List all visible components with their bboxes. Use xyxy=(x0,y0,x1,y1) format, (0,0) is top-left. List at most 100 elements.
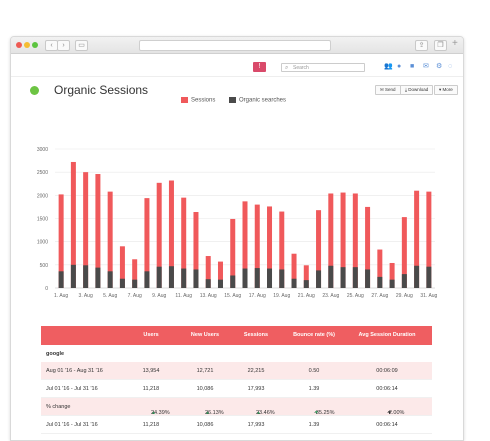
table-row: Aug 01 '16 - Aug 31 '16 13,954 12,721 22… xyxy=(41,362,432,380)
y-tick-label: 2000 xyxy=(37,193,48,199)
close-window-button[interactable] xyxy=(16,42,22,48)
bar-sessions xyxy=(156,182,162,288)
settings-icon[interactable]: ⚙ xyxy=(436,63,443,70)
down-arrow-icon: ▼ xyxy=(387,410,392,416)
tabs-icon[interactable]: ❐ xyxy=(434,40,447,51)
bar-sessions xyxy=(83,172,89,288)
bar-organic xyxy=(414,265,420,288)
stats-table: Users New Users Sessions Bounce rate (%)… xyxy=(41,326,432,434)
bar-sessions xyxy=(95,174,101,288)
bar-organic xyxy=(267,268,273,288)
mail-icon[interactable]: ✉ xyxy=(423,63,429,70)
minimize-window-button[interactable] xyxy=(24,42,30,48)
search-placeholder: Search xyxy=(293,65,309,71)
bar-organic xyxy=(389,279,395,288)
group-row: google xyxy=(41,345,432,362)
bar-sessions xyxy=(316,210,322,288)
bar-sessions xyxy=(401,217,407,288)
bar-organic xyxy=(205,279,211,288)
cell: 00:06:14 xyxy=(376,422,398,428)
cell: 0.50 xyxy=(308,368,320,374)
group-label: google xyxy=(46,351,65,357)
bar-sessions xyxy=(193,212,199,288)
x-tick-label: 17. Aug xyxy=(249,293,266,299)
search-icon: ⌕ xyxy=(285,65,289,71)
y-tick-label: 0 xyxy=(45,286,48,292)
cell: 1.39 xyxy=(308,422,320,428)
more-label: More xyxy=(442,87,453,92)
cell: 17,993 xyxy=(247,422,265,428)
x-tick-label: 25. Aug xyxy=(347,293,364,299)
row-label: % change xyxy=(46,404,71,410)
sidebar-icon[interactable]: ▭ xyxy=(75,40,88,51)
cell: 17,993 xyxy=(247,386,265,392)
bar-organic xyxy=(193,269,199,288)
users-icon[interactable]: 👥 xyxy=(384,63,393,70)
maximize-window-button[interactable] xyxy=(32,42,38,48)
legend-label: Sessions xyxy=(191,97,216,104)
help-icon[interactable]: ◌ xyxy=(448,63,453,70)
bar-organic xyxy=(156,266,162,288)
download-button[interactable]: ⤓ Download xyxy=(400,85,434,95)
share-icon[interactable]: ⇪ xyxy=(415,40,428,51)
down-arrow-icon: ▼ xyxy=(314,410,319,416)
cell-value: 24.39% xyxy=(151,410,170,416)
bar-sessions xyxy=(230,218,236,288)
table-row: Jul 01 '16 - Jul 31 '16 11,218 10,086 17… xyxy=(41,380,432,398)
column-header[interactable]: Avg Session Duration xyxy=(358,332,416,338)
page-title: Organic Sessions xyxy=(54,83,149,97)
bar-organic xyxy=(242,268,248,288)
x-tick-label: 3. Aug xyxy=(79,293,93,299)
cell: 10,086 xyxy=(196,422,214,428)
more-button[interactable]: ▾ More xyxy=(434,85,458,95)
column-header[interactable]: Sessions xyxy=(243,332,269,338)
user-icon[interactable]: ● xyxy=(397,63,402,70)
cell-value: 23.46% xyxy=(256,410,275,416)
x-tick-label: 21. Aug xyxy=(298,293,315,299)
bar-sessions xyxy=(70,161,76,288)
bar-sessions xyxy=(217,261,223,288)
up-arrow-icon: ▲ xyxy=(205,410,210,416)
x-tick-label: 23. Aug xyxy=(322,293,339,299)
bar-organic xyxy=(58,271,64,288)
legend-organic[interactable]: Organic searches xyxy=(229,97,286,105)
bar-sessions xyxy=(377,249,383,288)
bar-organic xyxy=(254,268,260,288)
column-header[interactable]: Users xyxy=(143,332,159,338)
bar-sessions xyxy=(340,192,346,288)
bar-organic xyxy=(401,274,407,288)
download-label: Download xyxy=(408,87,429,92)
bar-sessions xyxy=(352,193,358,288)
x-tick-label: 11. Aug xyxy=(175,293,192,299)
bar-organic xyxy=(181,268,187,288)
bar-organic xyxy=(328,265,334,288)
bar-organic xyxy=(426,266,432,288)
cell-value: -35.25% xyxy=(314,410,335,416)
legend-sessions[interactable]: Sessions xyxy=(181,97,215,105)
bar-sessions xyxy=(107,191,113,288)
address-bar[interactable] xyxy=(139,40,331,51)
bar-sessions xyxy=(58,194,64,288)
bar-organic xyxy=(303,280,309,288)
column-header[interactable]: New Users xyxy=(190,332,220,338)
cell: 13,954 xyxy=(142,368,160,374)
row-label: Jul 01 '16 - Jul 31 '16 xyxy=(46,422,98,428)
page-header: Organic Sessions ✉ Send ⤓ Download ▾ Mor… xyxy=(11,81,463,101)
new-tab-icon[interactable]: + xyxy=(452,38,458,49)
bar-organic xyxy=(144,271,150,288)
x-tick-label: 15. Aug xyxy=(224,293,241,299)
bar-organic xyxy=(291,278,297,288)
bar-organic xyxy=(352,267,358,288)
table-row: Jul 01 '16 - Jul 31 '16 11,218 10,086 17… xyxy=(41,416,432,434)
notification-button[interactable]: ! xyxy=(253,62,266,72)
search-input[interactable]: ⌕ Search xyxy=(281,63,365,72)
bar-organic xyxy=(316,270,322,288)
table-row: % change ▲ 24.39% ▲ 26.13% ▲ 23.46% ▼ -3… xyxy=(41,398,432,416)
cell: 1.39 xyxy=(308,386,320,392)
column-header[interactable]: Bounce rate (%) xyxy=(293,332,335,338)
forward-icon[interactable]: › xyxy=(57,40,70,51)
lock-icon[interactable]: ■ xyxy=(410,63,415,70)
bar-sessions xyxy=(132,259,138,288)
bar-sessions xyxy=(303,265,309,288)
bar-organic xyxy=(230,275,236,288)
